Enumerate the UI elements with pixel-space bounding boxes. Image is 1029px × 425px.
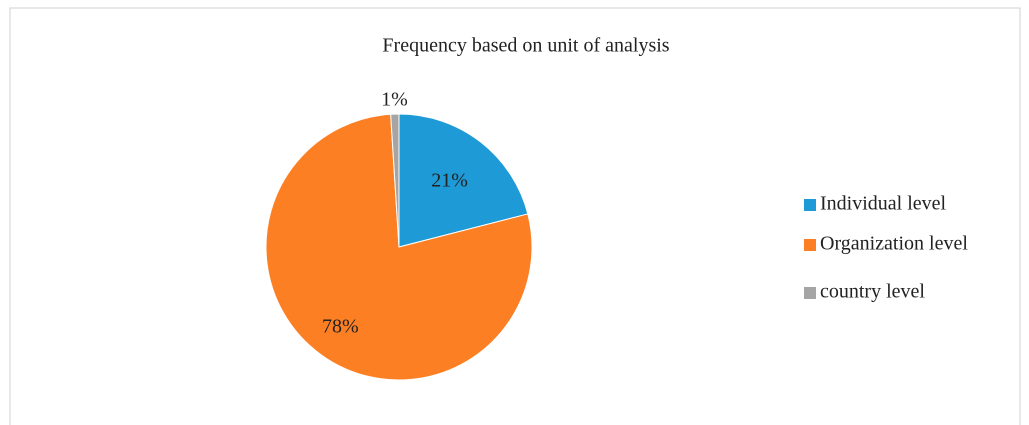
legend-label: Organization level — [820, 233, 968, 255]
data-label: 1% — [381, 88, 408, 110]
legend-label: country level — [820, 281, 925, 303]
legend-swatch — [804, 239, 816, 251]
legend-swatch — [804, 287, 816, 299]
data-label: 78% — [322, 315, 359, 337]
legend-label: Individual level — [820, 193, 947, 215]
chart-title: Frequency based on unit of analysis — [382, 35, 669, 57]
data-label: 21% — [431, 169, 468, 191]
pie-slice — [390, 113, 400, 248]
legend-swatch — [804, 199, 816, 211]
pie-slice — [398, 113, 529, 248]
pie-slice — [265, 113, 533, 381]
